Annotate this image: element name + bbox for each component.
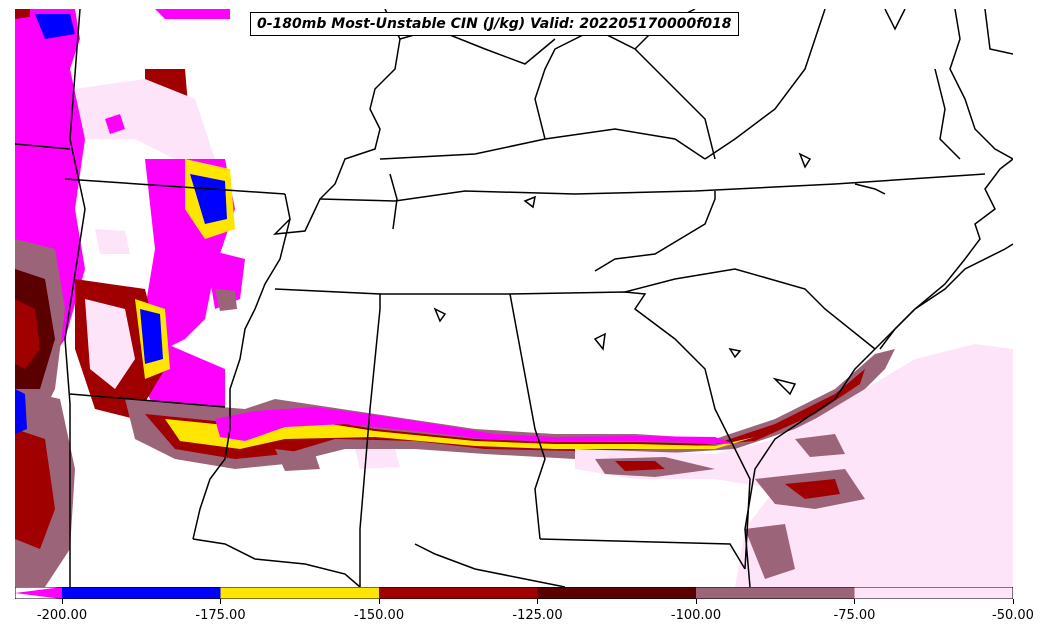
colorbar-tick-label: -100.00 — [670, 608, 722, 623]
map-svg — [15, 9, 1013, 587]
colorbar — [15, 587, 1013, 599]
colorbar-segment — [62, 587, 221, 599]
map-title: 0-180mb Most-Unstable CIN (J/kg) Valid: … — [250, 12, 739, 36]
colorbar-tick-mark — [61, 599, 63, 604]
colorbar-tick-mark — [378, 599, 380, 604]
colorbar-tick-mark — [220, 599, 221, 604]
colorbar-tick-mark — [1012, 599, 1014, 604]
colorbar-segment — [854, 587, 1013, 599]
colorbar-tick-mark — [854, 599, 855, 604]
colorbar-tick-label: -50.00 — [992, 608, 1034, 623]
colorbar-tick-label: -125.00 — [512, 608, 563, 623]
colorbar-segment — [220, 587, 380, 599]
cin-field — [15, 9, 1013, 587]
colorbar-segment — [696, 587, 855, 599]
colorbar-segment — [379, 587, 538, 599]
colorbar-tick-label: -150.00 — [353, 608, 405, 623]
colorbar-tick-label: -175.00 — [195, 608, 246, 623]
colorbar-tick-mark — [537, 599, 538, 604]
colorbar-tick-mark — [695, 599, 697, 604]
colorbar-tick-label: -200.00 — [36, 608, 88, 623]
colorbar-tick-label: -75.00 — [833, 608, 876, 623]
colorbar-segment — [537, 587, 697, 599]
colorbar-extension — [15, 587, 62, 599]
map-panel — [15, 9, 1013, 587]
